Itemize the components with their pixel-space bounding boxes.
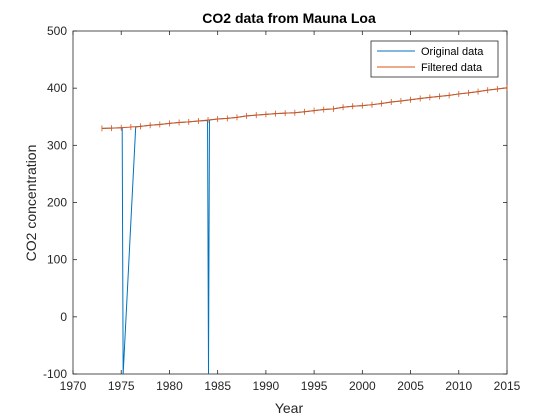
legend-box <box>370 40 499 78</box>
x-tick-label: 2005 <box>397 379 424 393</box>
x-tick-label: 2015 <box>494 379 521 393</box>
x-tick-label: 2010 <box>445 379 472 393</box>
x-axis-label: Year <box>275 400 304 416</box>
x-tick-label: 1970 <box>60 379 87 393</box>
series-line-original <box>101 87 508 375</box>
x-tick-label: 1995 <box>301 379 328 393</box>
y-tick-label: 0 <box>60 310 67 324</box>
y-tick-label: -100 <box>43 367 67 381</box>
x-tick-label: 1975 <box>108 379 135 393</box>
y-tick-label: 400 <box>47 81 67 95</box>
x-tick-label: 2000 <box>349 379 376 393</box>
plot-area: 1970 1975 1980 1985 1990 1995 2000 2005 2010 2015… <box>43 24 521 393</box>
y-tick-label: 500 <box>47 24 67 38</box>
x-tick-label: 1985 <box>204 379 231 393</box>
x-tick-label: 1990 <box>253 379 280 393</box>
y-tick-label: 100 <box>47 253 67 267</box>
legend-entry: Original data <box>421 46 484 58</box>
x-tick-label: 1980 <box>156 379 183 393</box>
y-tick-label: 200 <box>47 196 67 210</box>
y-tick-label: 300 <box>47 138 67 152</box>
axes-box <box>72 30 508 375</box>
legend: Original data Filtered data <box>370 40 499 78</box>
series-line-filtered <box>101 87 508 129</box>
chart-title: CO2 data from Mauna Loa <box>202 10 376 26</box>
y-axis-label: CO2 concentration <box>23 145 39 262</box>
legend-entry: Filtered data <box>421 62 483 74</box>
